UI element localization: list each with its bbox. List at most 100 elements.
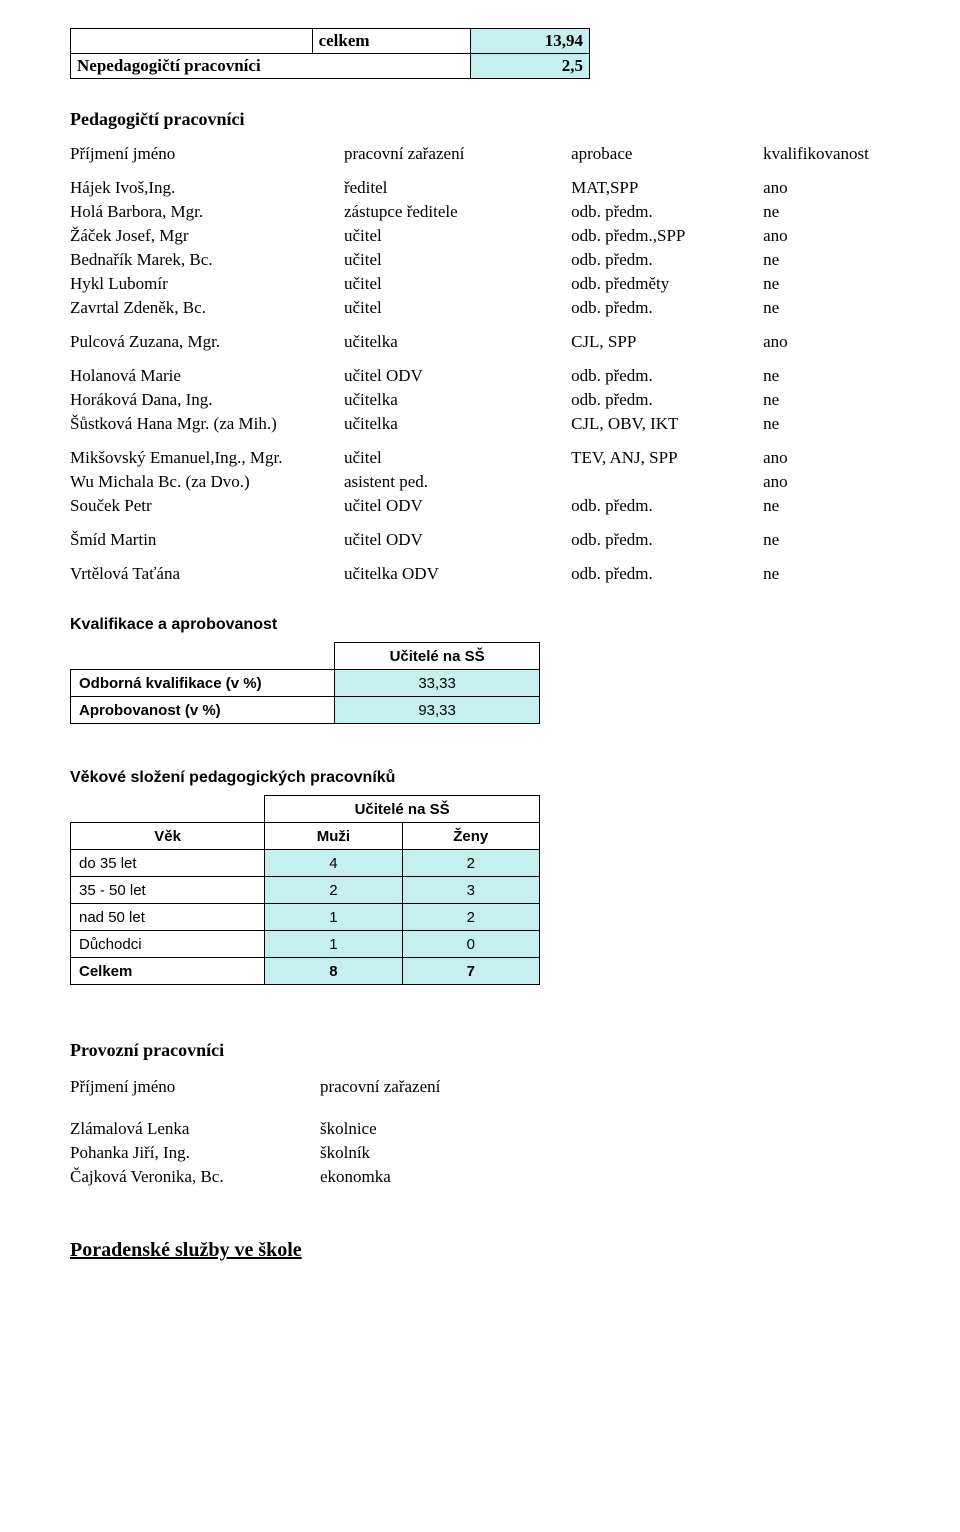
kval-heading: Kvalifikace a aprobovanost bbox=[70, 616, 920, 634]
kval-r2-r: 93,33 bbox=[335, 697, 540, 724]
age-women: 7 bbox=[402, 958, 539, 985]
staff-name: Mikšovský Emanuel,Ing., Mgr. bbox=[70, 446, 344, 470]
age-women: 0 bbox=[402, 931, 539, 958]
staff-header-aprobace: aprobace bbox=[571, 142, 763, 166]
age-col2: Muži bbox=[265, 823, 402, 850]
kval-table: Učitelé na SŠ Odborná kvalifikace (v %) … bbox=[70, 642, 540, 724]
age-men: 8 bbox=[265, 958, 402, 985]
kval-r2-l: Aprobovanost (v %) bbox=[71, 697, 335, 724]
staff-kvalif: ne bbox=[763, 528, 920, 552]
age-women: 2 bbox=[402, 850, 539, 877]
kval-r1-l: Odborná kvalifikace (v %) bbox=[71, 670, 335, 697]
age-label: Celkem bbox=[71, 958, 265, 985]
staff-aprobace: odb. předm. bbox=[571, 562, 763, 586]
staff-aprobace: CJL, SPP bbox=[571, 330, 763, 354]
staff-row: Horáková Dana, Ing.učitelkaodb. předm.ne bbox=[70, 388, 920, 412]
age-men: 2 bbox=[265, 877, 402, 904]
staff-kvalif: ano bbox=[763, 176, 920, 200]
staff-name: Šmíd Martin bbox=[70, 528, 344, 552]
staff-aprobace: TEV, ANJ, SPP bbox=[571, 446, 763, 470]
summary-r2-c3: 2,5 bbox=[470, 54, 589, 79]
staff-kvalif: ne bbox=[763, 296, 920, 320]
staff-kvalif: ano bbox=[763, 470, 920, 494]
staff-position: učitel bbox=[344, 248, 571, 272]
summary-r2-c1: Nepedagogičtí pracovníci bbox=[71, 54, 471, 79]
staff-position: učitel ODV bbox=[344, 364, 571, 388]
staff-position: učitelka bbox=[344, 330, 571, 354]
staff-kvalif: ne bbox=[763, 248, 920, 272]
age-men: 1 bbox=[265, 904, 402, 931]
staff-name: Zavrtal Zdeněk, Bc. bbox=[70, 296, 344, 320]
staff-aprobace: MAT,SPP bbox=[571, 176, 763, 200]
age-row: Důchodci10 bbox=[71, 931, 540, 958]
ops-table: Příjmení jméno pracovní zařazení Zlámalo… bbox=[70, 1075, 570, 1189]
ops-name: Zlámalová Lenka bbox=[70, 1117, 320, 1141]
staff-kvalif: ano bbox=[763, 330, 920, 354]
staff-row: Holá Barbora, Mgr.zástupce řediteleodb. … bbox=[70, 200, 920, 224]
age-label: do 35 let bbox=[71, 850, 265, 877]
age-row: do 35 let42 bbox=[71, 850, 540, 877]
staff-aprobace: odb. předm. bbox=[571, 296, 763, 320]
ops-position: ekonomka bbox=[320, 1165, 570, 1189]
age-col1: Věk bbox=[71, 823, 265, 850]
staff-position: učitelka ODV bbox=[344, 562, 571, 586]
ops-name: Čajková Veronika, Bc. bbox=[70, 1165, 320, 1189]
age-men: 4 bbox=[265, 850, 402, 877]
age-men: 1 bbox=[265, 931, 402, 958]
staff-row: Souček Petručitel ODVodb. předm.ne bbox=[70, 494, 920, 518]
age-row: nad 50 let12 bbox=[71, 904, 540, 931]
age-row: 35 - 50 let23 bbox=[71, 877, 540, 904]
summary-r1-c3: 13,94 bbox=[470, 29, 589, 54]
ops-row: Čajková Veronika, Bc.ekonomka bbox=[70, 1165, 570, 1189]
kval-blank bbox=[71, 643, 335, 670]
staff-aprobace: odb. předm.,SPP bbox=[571, 224, 763, 248]
staff-aprobace: odb. předm. bbox=[571, 200, 763, 224]
staff-position: učitel bbox=[344, 446, 571, 470]
staff-aprobace: odb. předm. bbox=[571, 494, 763, 518]
staff-header-name: Příjmení jméno bbox=[70, 142, 344, 166]
staff-aprobace: odb. předm. bbox=[571, 364, 763, 388]
staff-aprobace bbox=[571, 470, 763, 494]
staff-kvalif: ne bbox=[763, 494, 920, 518]
staff-kvalif: ne bbox=[763, 388, 920, 412]
staff-row: Bednařík Marek, Bc.učitelodb. předm.ne bbox=[70, 248, 920, 272]
ops-header-pos: pracovní zařazení bbox=[320, 1075, 570, 1099]
kval-header-right: Učitelé na SŠ bbox=[335, 643, 540, 670]
staff-header-position: pracovní zařazení bbox=[344, 142, 571, 166]
staff-row: Mikšovský Emanuel,Ing., Mgr.učitelTEV, A… bbox=[70, 446, 920, 470]
staff-row: Vrtělová Taťánaučitelka ODVodb. předm.ne bbox=[70, 562, 920, 586]
staff-name: Souček Petr bbox=[70, 494, 344, 518]
staff-kvalif: ne bbox=[763, 200, 920, 224]
staff-row: Žáček Josef, Mgručitelodb. předm.,SPPano bbox=[70, 224, 920, 248]
staff-position: zástupce ředitele bbox=[344, 200, 571, 224]
staff-kvalif: ano bbox=[763, 446, 920, 470]
age-header-span: Učitelé na SŠ bbox=[265, 796, 540, 823]
staff-header-kvalif: kvalifikovanost bbox=[763, 142, 920, 166]
staff-kvalif: ne bbox=[763, 562, 920, 586]
age-blank bbox=[71, 796, 265, 823]
staff-position: učitel bbox=[344, 272, 571, 296]
staff-aprobace: odb. předměty bbox=[571, 272, 763, 296]
ops-name: Pohanka Jiří, Ing. bbox=[70, 1141, 320, 1165]
staff-aprobace: odb. předm. bbox=[571, 248, 763, 272]
staff-name: Horáková Dana, Ing. bbox=[70, 388, 344, 412]
staff-position: učitel ODV bbox=[344, 494, 571, 518]
staff-row: Šmíd Martinučitel ODVodb. předm.ne bbox=[70, 528, 920, 552]
staff-kvalif: ne bbox=[763, 364, 920, 388]
age-table: Učitelé na SŠ Věk Muži Ženy do 35 let423… bbox=[70, 795, 540, 985]
age-women: 2 bbox=[402, 904, 539, 931]
staff-aprobace: CJL, OBV, IKT bbox=[571, 412, 763, 436]
staff-table: Příjmení jméno pracovní zařazení aprobac… bbox=[70, 142, 920, 586]
summary-r1-c2: celkem bbox=[312, 29, 470, 54]
staff-row: Wu Michala Bc. (za Dvo.)asistent ped.ano bbox=[70, 470, 920, 494]
age-label: 35 - 50 let bbox=[71, 877, 265, 904]
staff-name: Holá Barbora, Mgr. bbox=[70, 200, 344, 224]
age-col3: Ženy bbox=[402, 823, 539, 850]
kval-r1-r: 33,33 bbox=[335, 670, 540, 697]
staff-position: učitelka bbox=[344, 388, 571, 412]
staff-position: učitel bbox=[344, 296, 571, 320]
staff-kvalif: ano bbox=[763, 224, 920, 248]
staff-position: učitel ODV bbox=[344, 528, 571, 552]
staff-row: Pulcová Zuzana, Mgr.učitelkaCJL, SPPano bbox=[70, 330, 920, 354]
staff-name: Bednařík Marek, Bc. bbox=[70, 248, 344, 272]
